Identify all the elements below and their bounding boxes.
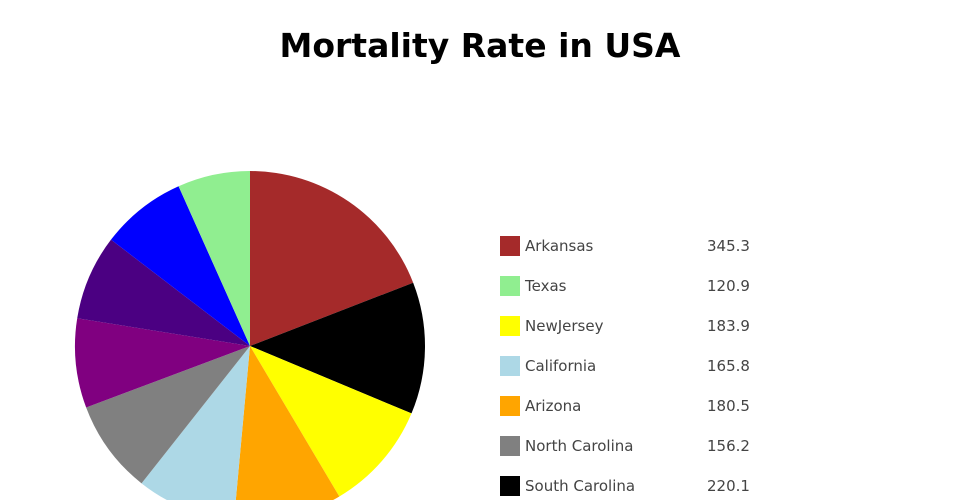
legend-swatch [500, 276, 520, 296]
legend-label: NewJersey [525, 317, 604, 335]
legend-swatch [500, 236, 520, 256]
pie-slice-north-carolina[interactable] [86, 346, 250, 484]
pie-slice-unlabeled-6[interactable] [74, 318, 250, 408]
legend-value: 220.1 [707, 477, 750, 495]
legend-swatch [500, 316, 520, 336]
pie-slice-south-carolina[interactable] [250, 282, 426, 414]
legend-swatch [500, 396, 520, 416]
legend-label: South Carolina [525, 477, 636, 495]
legend-value: 156.2 [707, 437, 750, 455]
chart-title: Mortality Rate in USA [279, 26, 681, 65]
legend-swatch [500, 356, 520, 376]
pie-slice-newjersey[interactable] [250, 346, 412, 497]
legend-swatch [500, 476, 520, 496]
pie-slice-unlabeled-7[interactable] [77, 239, 250, 346]
legend-value: 183.9 [707, 317, 750, 335]
pie-slice-california[interactable] [141, 346, 250, 500]
pie-slice-unlabeled-8[interactable] [111, 186, 251, 346]
pie-slice-arkansas[interactable] [250, 171, 414, 346]
legend-value: 180.5 [707, 397, 750, 415]
legend-label: California [525, 357, 597, 375]
legend-label: Texas [525, 277, 567, 295]
legend-value: 345.3 [707, 237, 750, 255]
legend-swatch [500, 436, 520, 456]
legend-value: 165.8 [707, 357, 750, 375]
legend-label: Arkansas [525, 237, 594, 255]
pie-slice-texas[interactable] [178, 171, 250, 346]
legend-label: North Carolina [525, 437, 634, 455]
legend-label: Arizona [525, 397, 582, 415]
pie-slice-arizona[interactable] [234, 346, 340, 500]
legend-value: 120.9 [707, 277, 750, 295]
